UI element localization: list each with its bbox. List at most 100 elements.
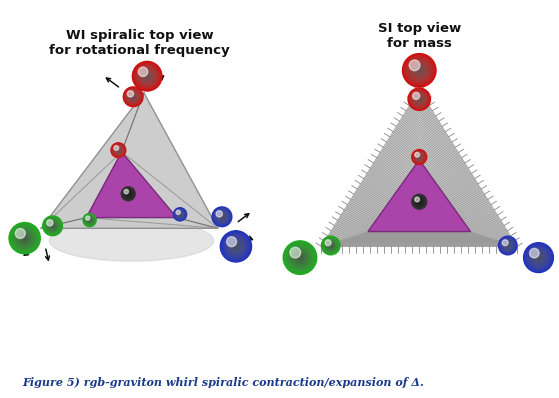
Circle shape: [290, 247, 310, 268]
Circle shape: [17, 230, 32, 246]
Circle shape: [414, 151, 425, 163]
Circle shape: [113, 146, 123, 155]
Circle shape: [414, 94, 425, 105]
Polygon shape: [321, 90, 517, 246]
Circle shape: [125, 190, 132, 197]
Circle shape: [415, 95, 424, 103]
Circle shape: [144, 72, 151, 80]
Circle shape: [418, 200, 421, 203]
Circle shape: [505, 243, 510, 248]
Circle shape: [283, 241, 317, 274]
Circle shape: [525, 244, 552, 271]
Circle shape: [415, 152, 420, 157]
Circle shape: [298, 256, 302, 260]
Circle shape: [503, 241, 513, 250]
Circle shape: [415, 197, 420, 202]
Circle shape: [418, 156, 420, 158]
Circle shape: [9, 222, 40, 254]
Ellipse shape: [49, 220, 214, 261]
Circle shape: [11, 224, 39, 252]
Title: WI spiralic top view
for rotational frequency: WI spiralic top view for rotational freq…: [49, 29, 230, 57]
Circle shape: [176, 210, 184, 219]
Circle shape: [122, 187, 134, 200]
Circle shape: [506, 244, 509, 247]
Circle shape: [47, 220, 53, 226]
Circle shape: [125, 88, 142, 105]
Circle shape: [402, 54, 436, 87]
Circle shape: [88, 219, 91, 222]
Circle shape: [179, 213, 181, 215]
Circle shape: [414, 196, 425, 207]
Circle shape: [115, 146, 122, 154]
Circle shape: [413, 150, 426, 164]
Circle shape: [321, 236, 340, 255]
Circle shape: [226, 237, 246, 256]
Circle shape: [138, 67, 148, 76]
Circle shape: [418, 155, 421, 159]
Circle shape: [124, 189, 132, 198]
Circle shape: [89, 219, 91, 221]
Circle shape: [48, 221, 58, 231]
Circle shape: [136, 65, 158, 87]
Circle shape: [325, 240, 331, 246]
Circle shape: [415, 66, 424, 74]
Circle shape: [86, 217, 93, 223]
Circle shape: [415, 198, 423, 205]
Circle shape: [21, 234, 29, 242]
Circle shape: [130, 93, 137, 100]
Circle shape: [412, 150, 427, 164]
Circle shape: [111, 143, 126, 158]
Circle shape: [117, 149, 119, 151]
Circle shape: [174, 209, 186, 220]
Polygon shape: [41, 93, 218, 228]
Circle shape: [218, 213, 226, 220]
Circle shape: [293, 251, 306, 264]
Circle shape: [217, 212, 227, 222]
Circle shape: [87, 218, 92, 222]
Text: Figure 5) rgb-graviton whirl spiralic contraction/expansion of Δ.: Figure 5) rgb-graviton whirl spiralic co…: [22, 377, 424, 388]
Circle shape: [178, 212, 182, 217]
Circle shape: [145, 74, 149, 78]
Circle shape: [228, 238, 244, 254]
Circle shape: [220, 214, 224, 219]
Circle shape: [126, 191, 131, 196]
Circle shape: [222, 233, 250, 260]
Circle shape: [290, 247, 301, 258]
Circle shape: [134, 63, 160, 89]
Circle shape: [23, 236, 27, 240]
Circle shape: [529, 248, 548, 267]
Circle shape: [296, 254, 304, 262]
Circle shape: [504, 242, 511, 249]
Circle shape: [415, 197, 424, 207]
Circle shape: [405, 56, 434, 85]
Circle shape: [141, 71, 153, 82]
Circle shape: [132, 96, 134, 98]
Circle shape: [500, 237, 516, 254]
Circle shape: [408, 88, 430, 110]
Circle shape: [45, 219, 60, 233]
Circle shape: [127, 91, 139, 103]
Circle shape: [128, 92, 138, 102]
Circle shape: [226, 237, 236, 247]
Circle shape: [292, 249, 309, 266]
Circle shape: [123, 189, 134, 199]
Polygon shape: [86, 152, 177, 218]
Circle shape: [224, 235, 248, 258]
Circle shape: [409, 60, 430, 81]
Circle shape: [416, 199, 422, 205]
Circle shape: [44, 217, 61, 234]
Circle shape: [177, 211, 183, 218]
Circle shape: [116, 148, 120, 152]
Circle shape: [418, 201, 420, 203]
Circle shape: [216, 211, 228, 223]
Circle shape: [114, 146, 119, 150]
Circle shape: [409, 60, 420, 71]
Circle shape: [527, 246, 549, 269]
Circle shape: [46, 220, 59, 232]
Circle shape: [15, 228, 35, 248]
Circle shape: [175, 209, 185, 219]
Circle shape: [127, 193, 129, 195]
Circle shape: [230, 240, 242, 252]
Circle shape: [116, 147, 121, 153]
Circle shape: [533, 252, 544, 263]
